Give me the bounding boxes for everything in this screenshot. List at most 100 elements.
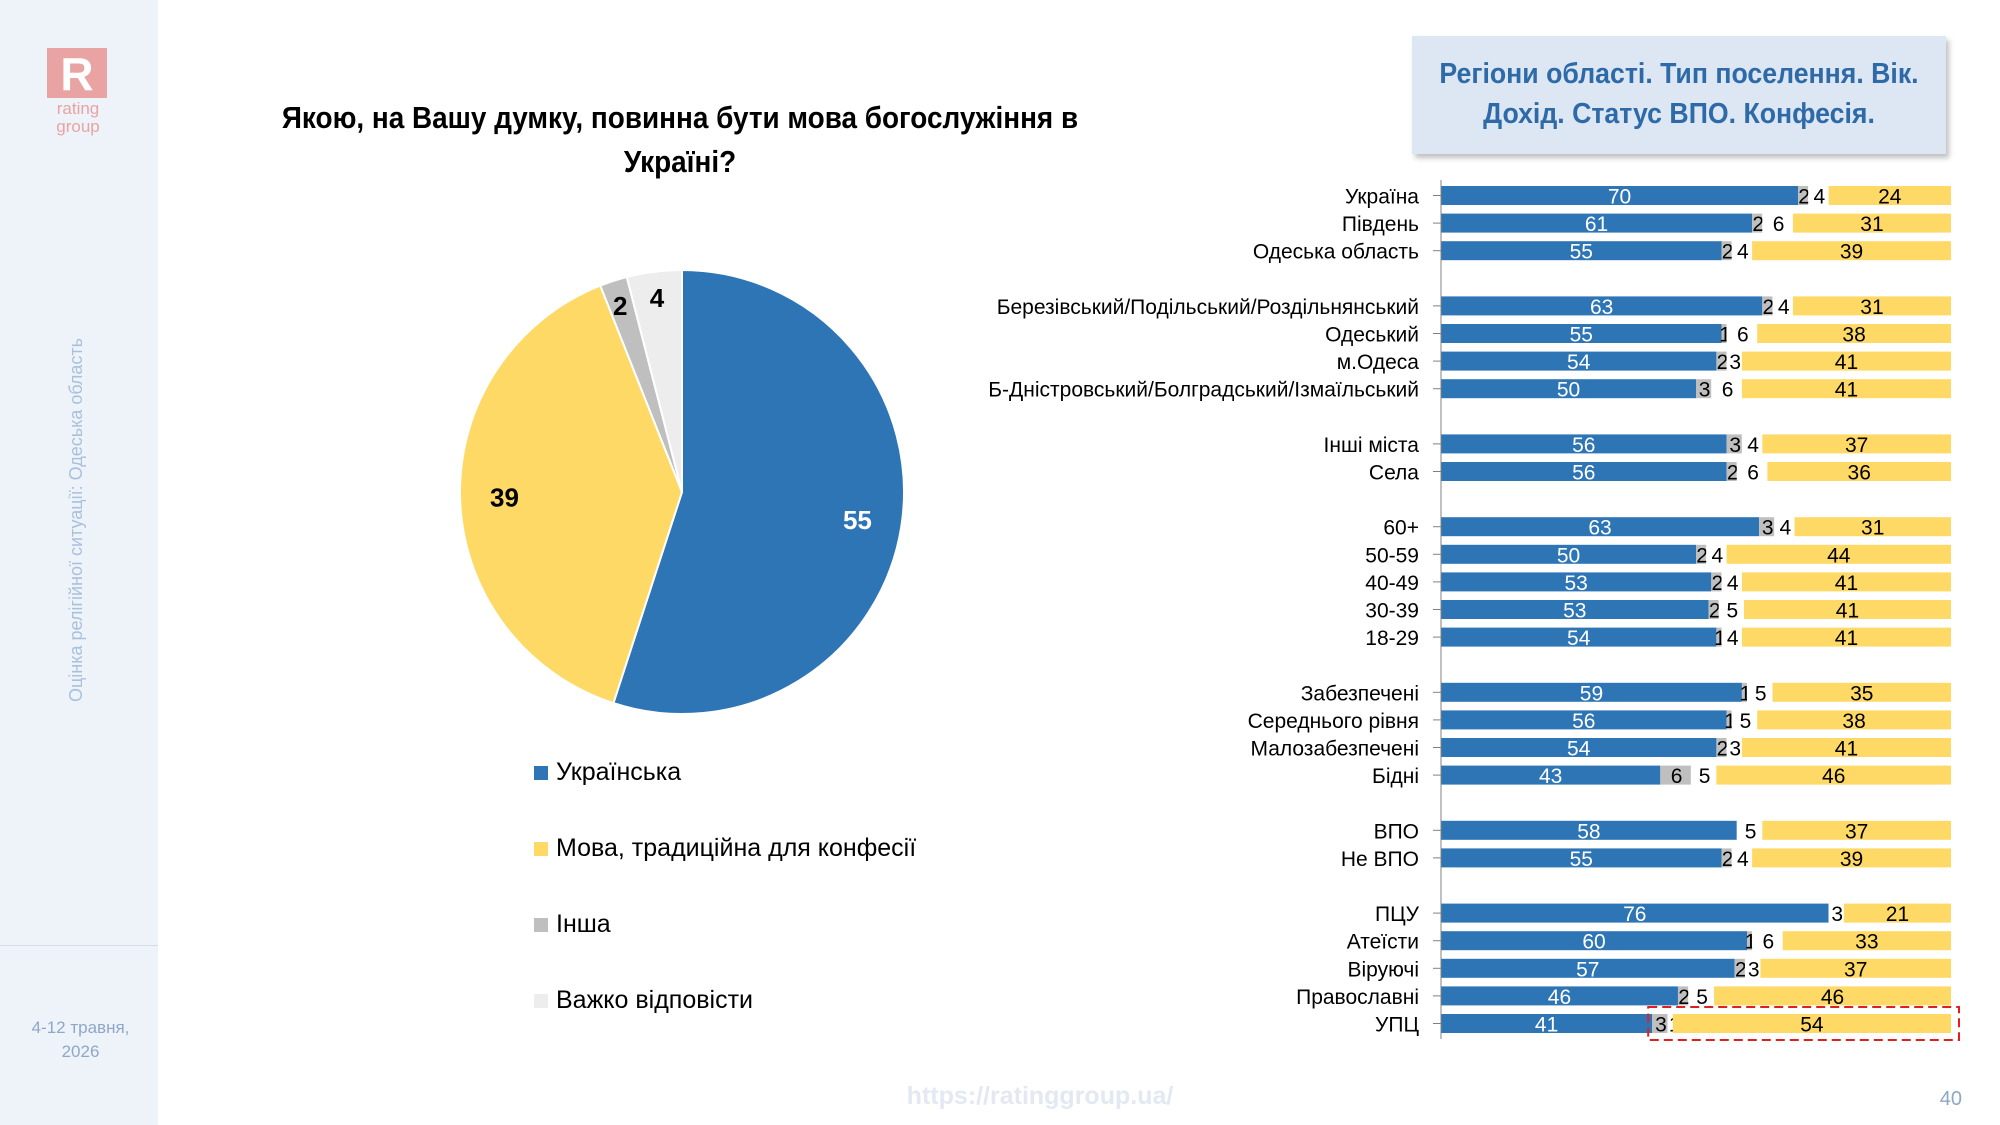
bar-row: 50-59 50 2 4 44	[1365, 544, 1951, 567]
bar-row-label: Православні	[1296, 986, 1419, 1009]
bar-segment-hard	[1828, 903, 1844, 923]
bar-value-other: 2	[1678, 986, 1690, 1009]
bar-segment-hard	[1774, 517, 1795, 537]
bar-segment-ukrainian	[1441, 186, 1798, 205]
bar-segment-traditional	[1752, 848, 1951, 868]
bar-row: м.Одеса 54 2 3 41	[1337, 351, 1951, 374]
bar-segment-hard	[1688, 986, 1715, 1006]
bar-value-hard: 5	[1755, 682, 1767, 705]
bar-row: Середнього рівня 56 1 5 38	[1248, 710, 1951, 733]
bar-row-label: УПЦ	[1375, 1014, 1419, 1037]
legend-label-hard: Важко відповісти	[556, 986, 753, 1014]
bar-segment-traditional	[1672, 1014, 1951, 1033]
bar-value-ukrainian: 61	[1585, 213, 1608, 236]
bar-segment-other	[1747, 931, 1753, 951]
bar-segment-hard	[1726, 351, 1742, 371]
bar-segment-other	[1726, 462, 1737, 481]
bar-segment-traditional	[1792, 213, 1951, 233]
bar-value-other: 3	[1699, 379, 1711, 402]
bar-value-traditional: 46	[1822, 765, 1845, 788]
bar-row: Південь 61 2 6 31	[1342, 213, 1951, 236]
bar-row-label: 30-39	[1365, 600, 1419, 623]
footer-url[interactable]: https://ratinggroup.ua/	[906, 1082, 1174, 1110]
bar-segment-traditional	[1741, 572, 1951, 592]
bar-value-ukrainian: 55	[1570, 848, 1593, 871]
bar-value-traditional: 41	[1836, 600, 1859, 623]
bar-value-other: 6	[1671, 765, 1683, 788]
bar-segment-traditional	[1828, 186, 1951, 205]
bar-value-other: 1	[1740, 682, 1752, 705]
bar-segment-hard	[1744, 958, 1761, 978]
legend-swatch-ukrainian	[534, 766, 548, 780]
pie-slice-ukrainian	[612, 268, 905, 715]
bar-segment-traditional	[1782, 931, 1951, 951]
bar-value-other: 3	[1655, 1014, 1667, 1037]
bar-segment-ukrainian	[1441, 627, 1717, 647]
bar-row-label: Інші міста	[1324, 434, 1420, 457]
bar-segment-traditional	[1714, 986, 1951, 1006]
segment-header-line2: Дохід. Статус ВПО. Конфесія.	[1483, 98, 1875, 130]
bar-value-hard: 4	[1727, 572, 1739, 595]
bar-value-other: 2	[1752, 213, 1764, 236]
bar-value-hard: 6	[1737, 324, 1749, 347]
bar-value-ukrainian: 55	[1570, 324, 1593, 347]
bar-value-traditional: 38	[1842, 710, 1865, 733]
sidebar: R rating group Оцінка релігійної ситуаці…	[0, 0, 158, 1125]
bar-value-hard: 3	[1729, 738, 1741, 761]
bar-segment-ukrainian	[1441, 931, 1747, 951]
bar-segment-traditional	[1741, 379, 1951, 399]
bar-value-ukrainian: 50	[1557, 379, 1580, 402]
bar-value-hard: 4	[1737, 241, 1749, 264]
bar-segment-ukrainian	[1441, 296, 1763, 316]
bar-segment-other	[1762, 296, 1773, 316]
bar-row-label: Україна	[1345, 186, 1419, 209]
bar-value-ukrainian: 54	[1567, 351, 1591, 374]
bar-value-other: 2	[1722, 848, 1734, 871]
bar-value-hard: 5	[1699, 765, 1711, 788]
bar-value-traditional: 41	[1835, 379, 1858, 402]
bar-segment-other	[1734, 958, 1745, 978]
bar-value-hard: 6	[1722, 379, 1734, 402]
bar-segment-ukrainian	[1441, 324, 1722, 343]
bar-segment-ukrainian	[1441, 351, 1717, 371]
bar-value-hard: 3	[1729, 351, 1741, 374]
bar-value-hard: 6	[1763, 931, 1775, 954]
logo-icon: R	[47, 48, 107, 98]
bar-row-label: Малозабезпечені	[1250, 738, 1419, 761]
bar-value-traditional: 41	[1835, 738, 1858, 761]
bar-segment-other	[1696, 379, 1712, 399]
legend-label-traditional: Мова, традиційна для конфесії	[556, 834, 917, 862]
bar-value-traditional: 41	[1835, 351, 1858, 374]
bar-row: Села 56 2 6 36	[1369, 462, 1951, 485]
bar-value-traditional: 54	[1800, 1014, 1824, 1037]
pie-slice-traditional	[459, 284, 684, 705]
bar-value-other: 2	[1717, 738, 1729, 761]
bar-segment-traditional	[1792, 296, 1951, 316]
bar-value-hard: 4	[1712, 544, 1724, 567]
bar-value-hard: 4	[1737, 848, 1749, 871]
bar-segment-other	[1677, 986, 1689, 1006]
bar-value-traditional: 41	[1835, 627, 1858, 650]
bar-segment-ukrainian	[1441, 1014, 1653, 1033]
highlight-box	[1647, 1006, 1961, 1041]
bar-segment-traditional	[1716, 765, 1951, 785]
bar-value-ukrainian: 58	[1577, 820, 1600, 843]
bar-value-other: 2	[1798, 186, 1810, 209]
bar-value-other: 3	[1729, 434, 1741, 457]
bar-value-hard: 5	[1727, 600, 1739, 623]
bar-segment-ukrainian	[1441, 958, 1735, 978]
bar-row-label: 50-59	[1365, 544, 1419, 567]
bar-segment-hard	[1690, 765, 1717, 785]
bar-row: Атеїсти 60 1 6 33	[1347, 931, 1951, 954]
bar-segment-hard	[1711, 379, 1742, 399]
bar-value-traditional: 24	[1878, 186, 1902, 209]
bar-row: 40-49 53 2 4 41	[1365, 572, 1951, 595]
bar-segment-ukrainian	[1441, 462, 1727, 481]
legend-swatch-traditional	[534, 842, 548, 856]
bar-segment-other	[1752, 213, 1763, 233]
bar-value-traditional: 31	[1861, 517, 1884, 540]
bar-row: Віруючі 57 2 3 37	[1347, 958, 1951, 981]
bar-value-ukrainian: 59	[1580, 682, 1603, 705]
bar-segment-traditional	[1752, 241, 1951, 261]
bar-value-traditional: 38	[1842, 324, 1865, 347]
